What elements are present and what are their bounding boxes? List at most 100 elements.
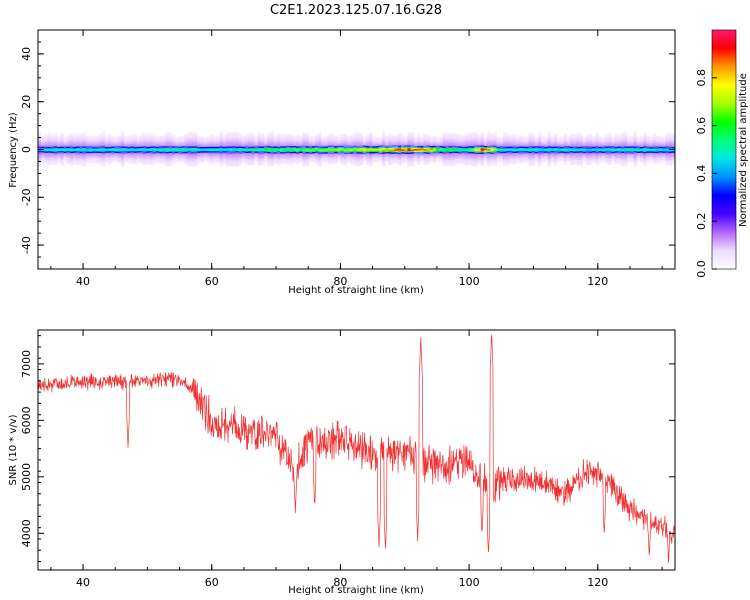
spectrogram-cell — [321, 146, 325, 148]
spectrogram-cell — [525, 140, 529, 143]
spectrogram-cell — [512, 155, 517, 158]
spectrogram-cell — [471, 154, 475, 157]
spectrogram-cell — [38, 147, 42, 150]
spectrogram-cell — [410, 150, 415, 153]
spectrogram-cell — [509, 146, 513, 149]
spectrogram-cell — [219, 133, 224, 135]
spectrogram-cell — [452, 134, 456, 136]
spectrogram-cell — [47, 148, 52, 150]
spectrogram-cell — [66, 147, 71, 150]
spectrogram-cell — [483, 139, 488, 142]
spectrogram-cell — [41, 136, 45, 139]
spectrogram-cell — [149, 134, 153, 137]
spectrogram-cell — [592, 136, 596, 139]
spectrogram-cell — [50, 142, 55, 145]
spectrogram-cell — [343, 137, 348, 140]
spectrogram-cell — [66, 143, 71, 146]
spectrogram-cell — [359, 147, 364, 150]
spectrogram-cell — [174, 141, 179, 144]
spectrogram-cell — [538, 154, 542, 157]
spectrogram-cell — [455, 157, 459, 159]
spectrogram-cell — [633, 146, 638, 149]
spectrogram-cell — [589, 144, 593, 146]
spectrogram-cell — [636, 144, 641, 146]
spectrogram-cell — [331, 158, 335, 160]
spectrogram-cell — [302, 162, 306, 165]
spectrogram-cell — [639, 159, 644, 162]
spectrogram-cell — [343, 155, 348, 157]
spectrogram-cell — [604, 140, 609, 143]
spectrogram-cell — [391, 156, 396, 159]
spectrogram-cell — [445, 139, 450, 142]
spectrogram-cell — [280, 141, 284, 144]
spectrogram-cell — [184, 135, 188, 138]
spectrogram-cell — [206, 142, 211, 144]
spectrogram-cell — [73, 138, 77, 140]
spectrogram-cell — [305, 148, 310, 151]
spectrogram-cell — [458, 160, 462, 163]
spectrogram-cell — [346, 150, 351, 153]
spectrogram-cell — [127, 156, 131, 159]
spectrogram-cell — [614, 158, 618, 160]
spectrogram-cell — [499, 140, 504, 142]
spectrogram-cell — [388, 137, 392, 140]
spectrogram-cell — [273, 160, 278, 163]
spectrogram-cell — [455, 149, 459, 152]
spectrogram-cell — [391, 159, 396, 162]
spectrogram-cell — [506, 143, 510, 146]
spectrogram-cell — [174, 151, 179, 154]
spectrogram-cell — [426, 140, 431, 143]
spectrogram-cell — [270, 162, 274, 164]
spectrogram-cell — [369, 156, 373, 158]
spectrogram-cell — [254, 136, 259, 139]
spectrogram-cell — [487, 156, 491, 158]
spectrogram-cell — [471, 133, 475, 135]
spectrogram-cell — [410, 156, 415, 158]
spectrogram-cell — [592, 149, 596, 152]
spectrogram-cell — [557, 145, 561, 148]
spectrogram-cell — [429, 142, 434, 145]
spectrogram-cell — [139, 139, 144, 141]
spectrogram-cell — [410, 140, 415, 143]
spectrogram-cell — [41, 152, 45, 154]
spectrogram-cell — [194, 144, 198, 147]
spectrogram-cell — [178, 159, 182, 162]
spectrogram-cell — [671, 153, 676, 156]
spectrogram-cell — [337, 146, 341, 149]
spectrogram-cell — [592, 156, 596, 159]
spectrogram-cell — [267, 161, 271, 164]
spectrogram-cell — [636, 152, 641, 155]
spectrogram-cell — [197, 138, 201, 140]
spectrogram-cell — [229, 150, 233, 153]
spectrogram-cell — [643, 155, 647, 158]
spectrogram-cell — [181, 147, 185, 150]
spectrogram-cell — [162, 134, 166, 137]
spectrogram-cell — [643, 144, 647, 147]
spectrogram-cell — [579, 150, 583, 153]
spectrogram-cell — [98, 155, 102, 158]
spectrogram-cell — [560, 152, 564, 155]
spectrogram-cell — [589, 134, 593, 136]
spectrogram-cell — [327, 153, 332, 156]
spectrogram-cell — [646, 139, 650, 142]
spectrogram-cell — [624, 143, 628, 145]
spectrogram-cell — [120, 156, 125, 158]
spectrogram-cell — [366, 142, 370, 145]
spectrogram-cell — [38, 144, 42, 147]
spectrogram-cell — [327, 141, 332, 143]
spectrogram-cell — [241, 157, 246, 160]
spectrogram-cell — [203, 153, 208, 156]
spectrogram-cell — [496, 137, 501, 140]
spectrogram-cell — [404, 140, 408, 143]
spectrogram-cell — [553, 136, 558, 139]
spectrogram-cell — [92, 159, 96, 162]
spectrogram-cell — [82, 137, 87, 140]
spectrogram-cell — [305, 143, 310, 145]
spectrogram-cell — [404, 153, 408, 156]
spectrogram-cell — [391, 162, 396, 164]
spectrogram-cell — [366, 157, 370, 159]
spectrogram-cell — [665, 147, 669, 150]
spectrogram-cell — [397, 149, 402, 152]
spectrogram-cell — [53, 137, 58, 140]
spectrogram-cell — [136, 145, 141, 147]
